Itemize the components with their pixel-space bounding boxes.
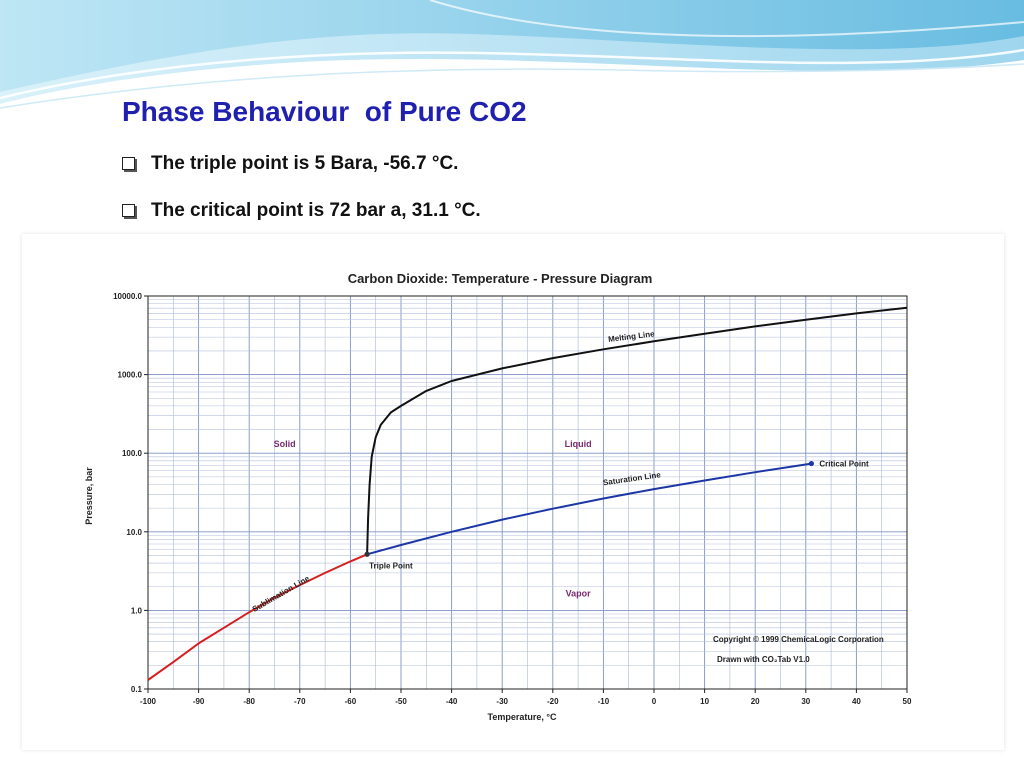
x-tick-label: -40 [446,697,458,706]
x-tick-label: -60 [345,697,357,706]
triple-point-marker [364,551,370,557]
x-tick-label: -70 [294,697,306,706]
y-tick-label: 1000.0 [118,371,143,380]
co2-phase-diagram: Carbon Dioxide: Temperature - Pressure D… [84,271,912,722]
sublimation-line-curve [147,553,368,681]
triple-point-label: Triple Point [369,561,413,570]
y-tick-label: 10.0 [126,528,142,537]
drawn-with-annotation: Drawn with CO₂Tab V1.0 [717,655,810,664]
melting-line-curve [366,306,908,555]
hollow-square-bullet-icon [122,203,135,217]
region-label-liquid: Liquid [565,439,592,449]
x-tick-label: -20 [547,697,559,706]
x-tick-label: 30 [801,697,810,706]
bullet-text: The triple point is 5 Bara, -56.7 °C. [151,153,459,174]
x-axis-label: Temperature, °C [488,712,557,722]
x-tick-label: -50 [395,697,407,706]
bullet-text: The critical point is 72 bar a, 31.1 °C. [151,200,481,221]
x-tick-label: 40 [852,697,861,706]
x-tick-label: -100 [140,697,157,706]
bullet-item-critical-point: The critical point is 72 bar a, 31.1 °C. [122,199,481,223]
slide-title: Phase Behaviour of Pure CO2 [122,96,527,127]
bullet-list: The triple point is 5 Bara, -56.7 °C. Th… [122,152,481,246]
plot-frame [147,295,908,690]
hollow-square-bullet-icon [122,156,135,170]
critical-point-marker [808,460,814,467]
region-label-vapor: Vapor [566,589,592,599]
chart-panel: Carbon Dioxide: Temperature - Pressure D… [22,234,1004,750]
region-label-solid: Solid [274,439,296,449]
header-wave-decoration [0,0,1024,109]
chart-title: Carbon Dioxide: Temperature - Pressure D… [348,271,653,286]
saturation-line-curve [366,462,812,556]
critical-point-label: Critical Point [819,460,869,469]
x-tick-label: -30 [496,697,508,706]
x-tick-label: -90 [193,697,205,706]
y-tick-label: 100.0 [122,449,143,458]
x-tick-label: 10 [700,697,709,706]
x-tick-label: 0 [652,697,657,706]
y-axis-label: Pressure, bar [84,467,94,525]
y-tick-label: 1.0 [131,606,143,615]
y-tick-label: 10000.0 [113,292,142,301]
x-tick-label: -80 [243,697,255,706]
bullet-item-triple-point: The triple point is 5 Bara, -56.7 °C. [122,152,481,176]
copyright-annotation: Copyright © 1999 ChemicaLogic Corporatio… [713,635,884,644]
x-tick-label: 50 [903,697,912,706]
x-tick-label: 20 [751,697,760,706]
x-tick-label: -10 [598,697,610,706]
y-tick-label: 0.1 [131,685,143,694]
